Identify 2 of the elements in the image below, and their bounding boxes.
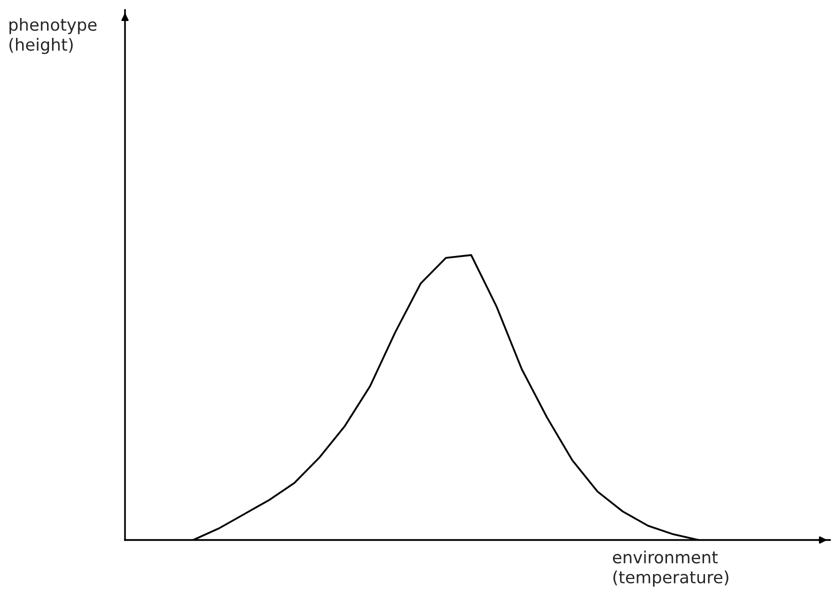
x-axis-title: environment (temperature) xyxy=(612,550,728,587)
text: phenotype (height) xyxy=(9,18,96,54)
